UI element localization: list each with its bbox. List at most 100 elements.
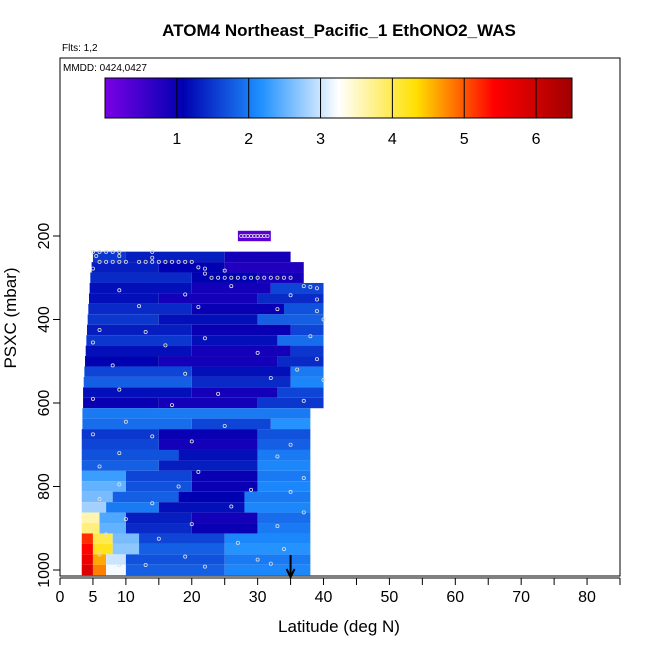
sample-point: [97, 249, 102, 254]
sample-point: [97, 327, 102, 332]
heatmap-cell: [257, 397, 324, 409]
colorbar-tick-label: 4: [388, 131, 397, 148]
heatmap-cell: [81, 554, 93, 565]
heatmap-cell: [257, 314, 324, 325]
sample-point: [216, 391, 221, 396]
sample-point: [143, 562, 148, 567]
heatmap-cell: [244, 491, 311, 503]
x-tick-label: 0: [56, 589, 65, 606]
colorbar-tick-label: 6: [532, 131, 541, 148]
x-tick-label: 80: [578, 589, 596, 606]
x-tick-label: 70: [512, 589, 530, 606]
heatmap-cell: [87, 314, 159, 325]
sample-point: [255, 557, 260, 562]
x-tick-label: 50: [381, 589, 399, 606]
heatmap-cell: [257, 293, 324, 304]
sample-point: [117, 288, 122, 293]
sample-point: [123, 419, 128, 424]
colorbar-tick-label: 5: [460, 131, 469, 148]
heatmap-cell: [158, 262, 225, 273]
heatmap-cell: [92, 543, 113, 555]
sample-point: [169, 259, 174, 264]
heatmap-cell: [158, 502, 245, 513]
heatmap-cell: [92, 554, 107, 565]
sample-point: [156, 259, 161, 264]
heatmap-cell: [257, 449, 311, 461]
sample-point: [229, 504, 234, 509]
sample-point: [314, 286, 319, 291]
sample-point: [301, 510, 306, 515]
sample-point: [321, 378, 326, 383]
sample-point: [222, 268, 227, 273]
sample-point: [143, 330, 148, 335]
heatmap-cell: [257, 481, 311, 492]
sample-point: [183, 371, 188, 376]
sample-point: [94, 254, 99, 259]
heatmap-cells: [81, 230, 324, 576]
heatmap-cell: [81, 564, 93, 576]
heatmap-cell: [158, 439, 258, 450]
flights-label: Flts: 1,2: [62, 43, 98, 54]
heatmap-cell: [257, 512, 311, 524]
sample-point: [255, 350, 260, 355]
sample-point: [189, 522, 194, 527]
heatmap-cell: [112, 533, 140, 544]
heatmap-cell: [158, 429, 258, 440]
heatmap-cell: [85, 345, 192, 357]
heatmap-cell: [191, 282, 271, 294]
sample-point: [110, 249, 115, 254]
sample-point: [90, 396, 95, 401]
sample-point: [301, 398, 306, 403]
heatmap-cell: [158, 356, 278, 367]
heatmap-cell: [191, 324, 291, 336]
sample-point: [196, 265, 201, 270]
x-tick-label: 30: [249, 589, 267, 606]
heatmap-cell: [86, 335, 192, 346]
latitude-arrow-marker: [285, 555, 296, 580]
sample-point: [117, 254, 122, 259]
heatmap-cell: [81, 439, 159, 450]
heatmap-cell: [191, 387, 278, 398]
heatmap-cell: [82, 408, 311, 419]
sample-point: [90, 432, 95, 437]
y-tick-label: 600: [36, 390, 53, 417]
heatmap-cell: [191, 470, 258, 482]
x-tick-label: 5: [88, 589, 97, 606]
sample-point: [301, 476, 306, 481]
x-tick-label: 40: [315, 589, 333, 606]
sample-point: [104, 259, 109, 264]
heatmap-cell: [270, 418, 311, 430]
heatmap-cell: [125, 251, 225, 263]
sample-point: [123, 259, 128, 264]
heatmap-cell: [92, 251, 126, 263]
heatmap-cell: [82, 418, 192, 430]
sample-point: [229, 275, 234, 280]
sample-point: [249, 275, 254, 280]
heatmap-cell: [191, 335, 278, 346]
colorbar-tick-label: 3: [316, 131, 325, 148]
heatmap-cell: [125, 470, 192, 482]
sample-point: [308, 334, 313, 339]
heatmap-cell: [139, 533, 225, 544]
sample-point: [235, 275, 240, 280]
heatmap-cell: [81, 491, 113, 503]
sample-point: [202, 271, 207, 276]
heatmap-cell: [257, 439, 311, 450]
x-tick-label: 60: [446, 589, 464, 606]
sample-point: [150, 501, 155, 506]
heatmap-cell: [87, 324, 192, 336]
heatmap-cell: [106, 554, 126, 565]
heatmap-cell: [92, 564, 107, 576]
heatmap-cell: [178, 491, 245, 503]
heatmap-cell: [139, 543, 225, 555]
y-tick-label: 400: [36, 306, 53, 333]
sample-point: [183, 259, 188, 264]
sample-point: [90, 249, 95, 254]
y-axis: 200 400 600 800 1000: [36, 223, 60, 588]
heatmap-cell: [158, 314, 258, 325]
y-axis-label: PSXC (mbar): [1, 267, 20, 368]
heatmap-cell: [81, 502, 107, 513]
sample-point: [202, 266, 207, 271]
sample-point: [202, 564, 207, 569]
